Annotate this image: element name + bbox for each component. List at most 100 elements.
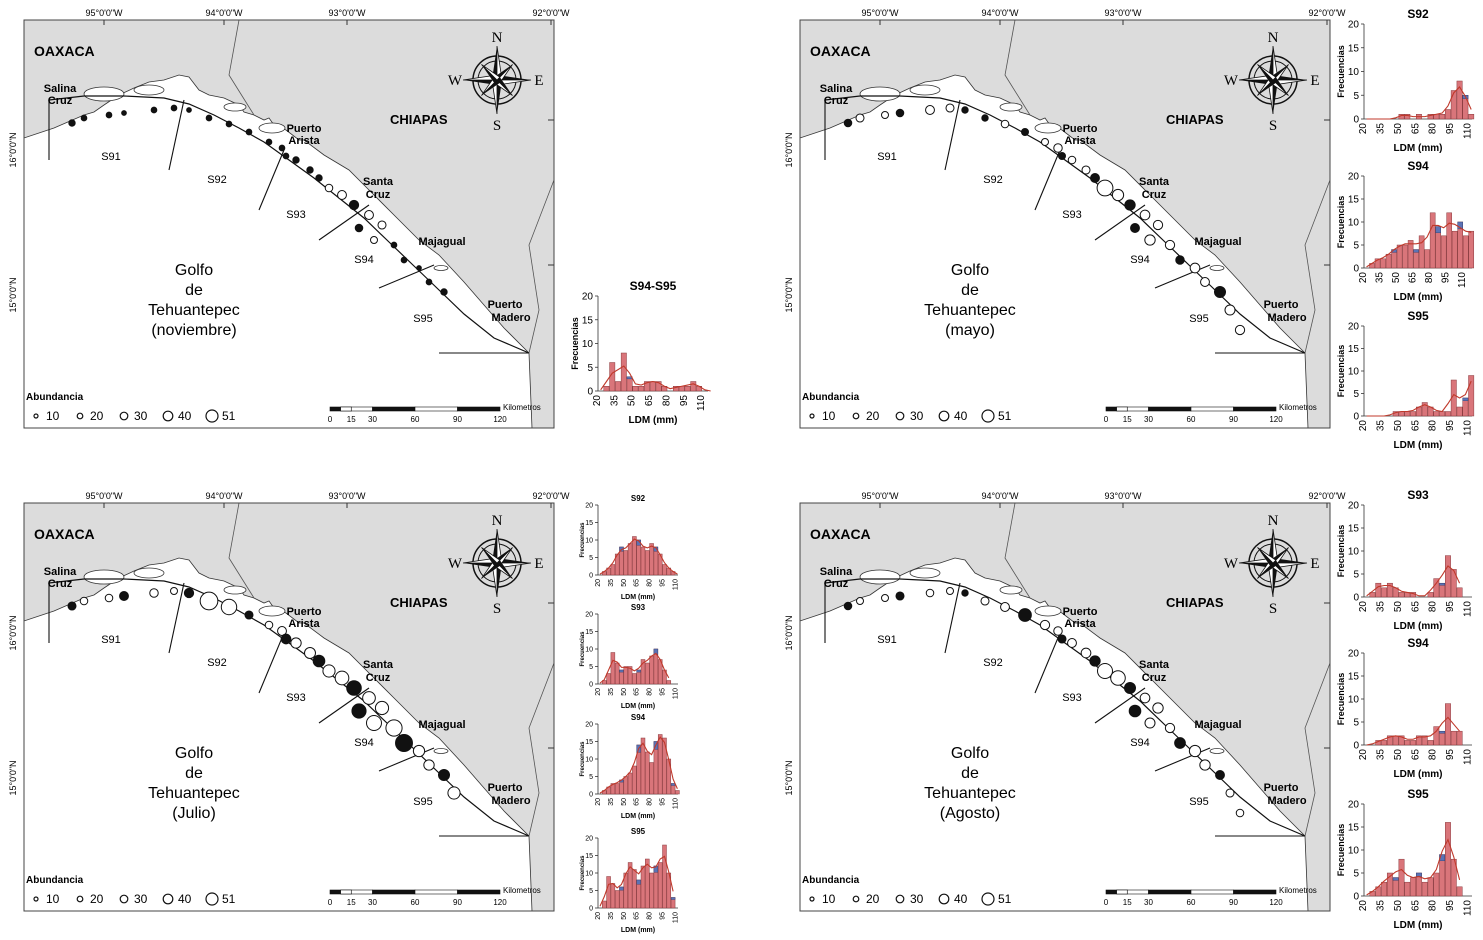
- histogram-bar: [1456, 730, 1463, 746]
- histogram-bar-top: [1439, 731, 1446, 734]
- sector-label: S95: [413, 313, 433, 325]
- gulf-label: Tehuantepec: [148, 302, 240, 319]
- sector-label: S92: [207, 657, 227, 669]
- y-tick-label: 20: [1348, 649, 1360, 660]
- x-tick-label: 20: [1358, 749, 1369, 761]
- scale-segment: [350, 889, 373, 895]
- latitude-label: 15°0'0"N: [784, 760, 794, 795]
- histogram-bar: [684, 386, 691, 392]
- x-tick-label: 110: [672, 579, 679, 590]
- sampling-station: [199, 591, 219, 611]
- scale-segment: [457, 406, 501, 412]
- x-tick-label: 80: [647, 912, 654, 920]
- histogram-bar: [1462, 235, 1469, 269]
- histogram-bar: [675, 790, 680, 795]
- sampling-station: [1096, 179, 1114, 197]
- x-tick-label: 50: [1393, 900, 1404, 912]
- histogram-bar: [603, 386, 610, 392]
- longitude-label: 95°0'0"W: [861, 8, 899, 18]
- place-label-salina2: Cruz: [48, 95, 73, 107]
- histogram-bar-top: [1435, 226, 1441, 234]
- legend-value: 10: [822, 892, 836, 906]
- y-tick-label: 20: [1348, 172, 1360, 183]
- compass-point: [1273, 558, 1307, 563]
- x-tick-label: 95: [679, 395, 690, 407]
- x-tick-label: 80: [1428, 601, 1439, 613]
- x-axis-label: LDM (mm): [621, 927, 655, 934]
- latitude-label: 15°0'0"N: [8, 277, 18, 312]
- sector-label: S94: [1130, 737, 1150, 749]
- compass-point: [497, 558, 531, 563]
- sampling-station: [1128, 704, 1142, 718]
- compass-point: [463, 80, 497, 85]
- x-tick-label: 65: [1410, 749, 1421, 761]
- histogram-bar: [640, 737, 646, 795]
- scale-tick-label: 0: [328, 898, 333, 907]
- histogram-bar: [657, 862, 663, 909]
- sampling-station: [312, 654, 326, 668]
- x-tick-label: 35: [608, 912, 615, 920]
- histogram-title: S95: [1407, 787, 1429, 801]
- sampling-station: [104, 593, 114, 603]
- x-tick-label: 110: [1463, 900, 1474, 916]
- legend-value: 20: [90, 409, 104, 423]
- place-label-madero2: Madero: [1267, 312, 1306, 324]
- histogram-bar: [649, 655, 654, 685]
- legend-symbol: [938, 893, 950, 905]
- sampling-station: [374, 700, 390, 716]
- legend-value: 40: [178, 409, 192, 423]
- histogram-bar: [632, 386, 639, 392]
- sector-label: S94: [1130, 254, 1150, 266]
- sampling-station: [1124, 199, 1136, 211]
- sampling-station: [278, 144, 286, 152]
- sampling-station: [366, 715, 382, 731]
- sampling-station: [390, 241, 398, 249]
- place-label-arista2: Arista: [1064, 135, 1096, 147]
- compass-e-label: E: [534, 556, 543, 572]
- place-label-madero1: Puerto: [488, 299, 523, 311]
- sampling-station: [290, 637, 302, 649]
- histogram-bar: [1433, 411, 1440, 417]
- sampling-station: [385, 719, 403, 737]
- longitude-label: 95°0'0"W: [85, 491, 123, 501]
- x-tick-label: 20: [1358, 900, 1369, 912]
- histogram-bar: [1468, 114, 1475, 120]
- x-axis-label: LDM (mm): [621, 813, 655, 820]
- gulf-label: (mayo): [945, 322, 995, 339]
- x-tick-label: 50: [621, 688, 628, 696]
- place-label-santa1: Santa: [363, 176, 394, 188]
- place-label-arista1: Puerto: [1063, 606, 1098, 618]
- x-tick-label: 35: [608, 579, 615, 587]
- x-tick-label: 110: [672, 798, 679, 809]
- sector-divider: [1034, 149, 1061, 211]
- sampling-station: [416, 265, 422, 271]
- gulf-label: de: [185, 765, 203, 782]
- sampling-station: [440, 288, 448, 296]
- gulf-label: Tehuantepec: [924, 302, 1016, 319]
- scale-unit-label: Kilometros: [503, 886, 541, 895]
- gulf-label: Golfo: [951, 745, 989, 762]
- y-tick-label: 10: [1348, 846, 1360, 857]
- y-tick-label: 15: [1348, 344, 1360, 355]
- latitude-label: 16°0'0"N: [784, 615, 794, 650]
- sampling-station: [1053, 143, 1063, 153]
- x-axis-label: LDM (mm): [1394, 920, 1443, 931]
- y-tick-label: 10: [1348, 367, 1360, 378]
- scale-segment: [457, 889, 501, 895]
- histogram-title: S94: [1407, 636, 1429, 650]
- histogram-bar: [610, 783, 616, 795]
- sampling-station: [265, 138, 273, 146]
- place-label-arista1: Puerto: [287, 606, 322, 618]
- scale-tick-label: 15: [1123, 415, 1132, 424]
- y-tick-label: 0: [589, 791, 593, 798]
- legend-symbol: [809, 896, 815, 902]
- histogram-bar: [632, 869, 637, 909]
- lagoon: [1209, 265, 1225, 271]
- x-axis-label: LDM (mm): [1394, 440, 1443, 451]
- y-tick-label: 5: [587, 363, 593, 374]
- histogram-bar: [1446, 212, 1452, 269]
- place-label-chiapas: CHIAPAS: [390, 595, 448, 610]
- histogram-bar-top: [670, 783, 676, 786]
- sampling-station: [1174, 737, 1186, 749]
- compass-s-label: S: [1269, 601, 1277, 617]
